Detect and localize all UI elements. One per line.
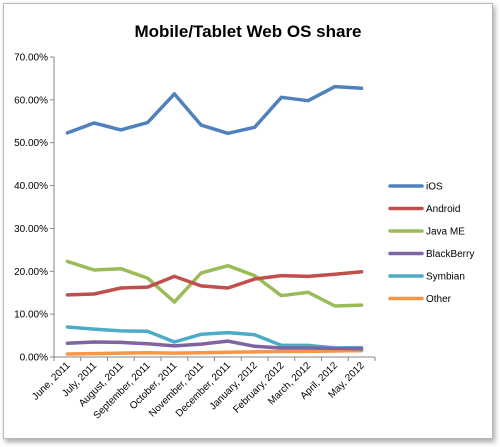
series-line-java-me <box>65 259 364 308</box>
series-line-symbian <box>65 325 364 350</box>
legend-label-symbian: Symbian <box>426 272 465 283</box>
y-tick-label: 50.00% <box>14 138 48 149</box>
chart-frame: Mobile/Tablet Web OS share 0.00% 10.00% 20… <box>3 3 493 439</box>
y-tick-label: 70.00% <box>14 53 48 64</box>
chart-title: Mobile/Tablet Web OS share <box>134 22 361 41</box>
series-line-blackberry <box>65 339 364 351</box>
series-line-other <box>65 348 364 356</box>
y-tick-label: 0.00% <box>20 353 48 364</box>
line-chart: Mobile/Tablet Web OS share 0.00% 10.00% 20… <box>14 22 474 421</box>
series-line-ios <box>65 84 364 136</box>
y-tick-label: 60.00% <box>14 95 48 106</box>
legend-label-android: Android <box>426 204 460 215</box>
y-tick-label: 30.00% <box>14 224 48 235</box>
legend-label-other: Other <box>426 294 452 305</box>
y-tick-label: 20.00% <box>14 267 48 278</box>
series-lines <box>65 84 364 356</box>
y-tick-label: 10.00% <box>14 310 48 321</box>
legend-label-java-me: Java ME <box>426 227 465 238</box>
legend-label-ios: iOS <box>426 182 443 193</box>
y-tick-label: 40.00% <box>14 181 48 192</box>
legend: iOS Android Java ME BlackBerry Symbian Other <box>388 182 474 305</box>
y-axis: 0.00% 10.00% 20.00% 30.00% 40.00% 50.00% 60.00… <box>14 53 55 364</box>
legend-label-blackberry: BlackBerry <box>426 249 474 260</box>
series-line-android <box>65 269 364 297</box>
